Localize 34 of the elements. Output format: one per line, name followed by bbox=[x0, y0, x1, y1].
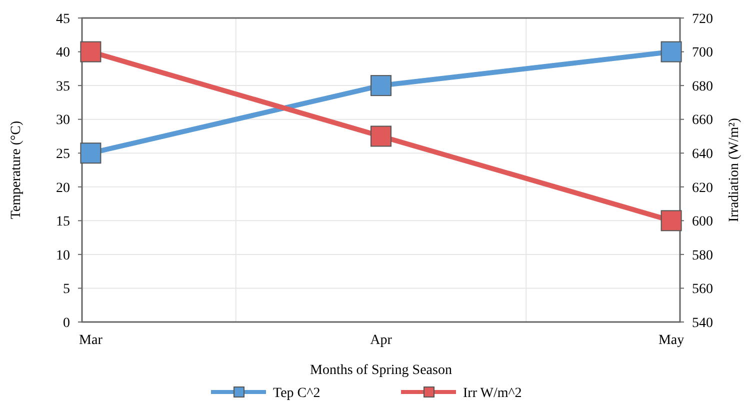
point bbox=[80, 41, 102, 62]
y2-tick-label: 620 bbox=[692, 180, 713, 196]
y2-tick-label: 720 bbox=[692, 12, 713, 27]
y2-tick-label: 540 bbox=[692, 316, 713, 331]
y-tick-label: 30 bbox=[56, 113, 70, 128]
legend-label: Irr W/m^2 bbox=[463, 386, 522, 401]
point bbox=[660, 210, 682, 232]
y-tick-label: 5 bbox=[63, 282, 70, 298]
y-tick-label: 25 bbox=[56, 147, 70, 162]
x-tick-label: Apr bbox=[370, 333, 392, 348]
y-tick-label: 0 bbox=[63, 316, 70, 331]
y2-tick-label: 560 bbox=[692, 282, 713, 298]
x-tick-label: May bbox=[658, 333, 684, 348]
y2-axis-title: Irradiation (W/m²) bbox=[727, 118, 742, 222]
y2-tick-label: 680 bbox=[692, 79, 713, 94]
point bbox=[370, 126, 392, 147]
x-axis-title: Months of Spring Season bbox=[310, 363, 452, 378]
point bbox=[80, 142, 102, 164]
y-tick-label: 10 bbox=[56, 248, 70, 264]
y-tick-label: 45 bbox=[56, 12, 70, 27]
y2-tick-label: 660 bbox=[692, 113, 713, 128]
y-tick-label: 15 bbox=[56, 214, 70, 230]
y-tick-label: 20 bbox=[56, 180, 70, 196]
y-tick-label: 40 bbox=[56, 46, 70, 61]
x-tick-label: Mar bbox=[79, 333, 103, 348]
y2-tick-label: 640 bbox=[692, 147, 713, 162]
y2-tick-label: 600 bbox=[692, 214, 713, 230]
y-tick-label: 35 bbox=[56, 79, 70, 94]
legend-label: Tep C^2 bbox=[273, 386, 320, 401]
y-axis-title: Temperature (°C) bbox=[9, 120, 24, 220]
y2-tick-label: 580 bbox=[692, 248, 713, 264]
point bbox=[660, 41, 682, 62]
y2-tick-label: 700 bbox=[692, 46, 713, 61]
point bbox=[370, 75, 392, 96]
